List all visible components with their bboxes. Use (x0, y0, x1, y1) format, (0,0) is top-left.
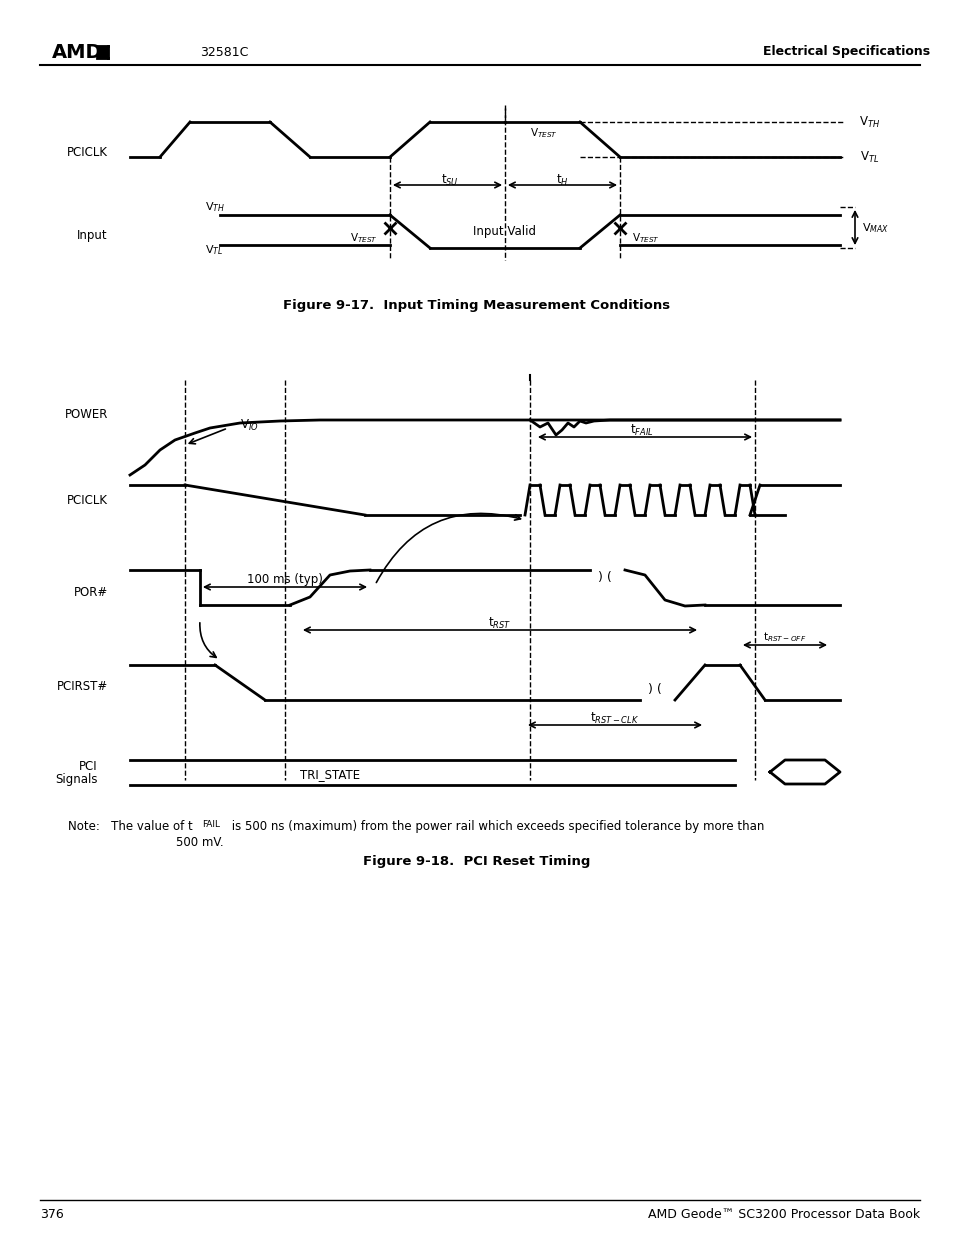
Text: V$_{TH}$: V$_{TH}$ (205, 200, 225, 214)
Text: 500 mV.: 500 mV. (175, 836, 223, 848)
Text: Note:   The value of t: Note: The value of t (68, 820, 193, 832)
Text: V$_{IO}$: V$_{IO}$ (240, 417, 258, 432)
Text: POWER: POWER (65, 409, 108, 421)
Text: t$_{RST}$: t$_{RST}$ (488, 615, 511, 631)
Text: Signals: Signals (55, 773, 98, 787)
Text: V$_{TEST}$: V$_{TEST}$ (530, 126, 558, 140)
Text: t$_{FAIL}$: t$_{FAIL}$ (630, 422, 653, 437)
Text: t$_{SU}$: t$_{SU}$ (440, 173, 458, 188)
Text: V$_{TL}$: V$_{TL}$ (860, 149, 879, 164)
Text: Electrical Specifications: Electrical Specifications (762, 46, 929, 58)
Text: Figure 9-18.  PCI Reset Timing: Figure 9-18. PCI Reset Timing (363, 856, 590, 868)
Text: t$_{H}$: t$_{H}$ (555, 173, 568, 188)
Text: is 500 ns (maximum) from the power rail which exceeds specified tolerance by mor: is 500 ns (maximum) from the power rail … (228, 820, 763, 832)
Text: AMD: AMD (52, 42, 103, 62)
Text: Figure 9-17.  Input Timing Measurement Conditions: Figure 9-17. Input Timing Measurement Co… (283, 299, 670, 311)
Text: AMD Geode™ SC3200 Processor Data Book: AMD Geode™ SC3200 Processor Data Book (647, 1209, 919, 1221)
Text: V$_{TL}$: V$_{TL}$ (205, 243, 223, 257)
Text: POR#: POR# (73, 585, 108, 599)
Text: V$_{TEST}$: V$_{TEST}$ (350, 231, 377, 245)
Text: 32581C: 32581C (200, 46, 248, 58)
Text: FAIL: FAIL (202, 820, 220, 829)
Text: Input: Input (77, 228, 108, 242)
Text: TRI_STATE: TRI_STATE (299, 768, 359, 782)
Text: PCICLK: PCICLK (67, 147, 108, 159)
Text: PCI: PCI (79, 761, 98, 773)
Text: t$_{RST-OFF}$: t$_{RST-OFF}$ (762, 630, 806, 643)
Text: PCICLK: PCICLK (67, 494, 108, 506)
Text: 376: 376 (40, 1209, 64, 1221)
Text: ) (: ) ( (598, 572, 611, 584)
Text: V$_{TEST}$: V$_{TEST}$ (631, 231, 659, 245)
Text: V$_{TH}$: V$_{TH}$ (859, 115, 880, 130)
Text: ) (: ) ( (647, 683, 661, 697)
Text: V$_{MAX}$: V$_{MAX}$ (862, 221, 888, 235)
Text: PCIRST#: PCIRST# (56, 680, 108, 694)
Text: Input Valid: Input Valid (473, 225, 536, 237)
Text: 100 ms (typ): 100 ms (typ) (247, 573, 323, 587)
Text: t$_{RST-CLK}$: t$_{RST-CLK}$ (590, 710, 639, 725)
